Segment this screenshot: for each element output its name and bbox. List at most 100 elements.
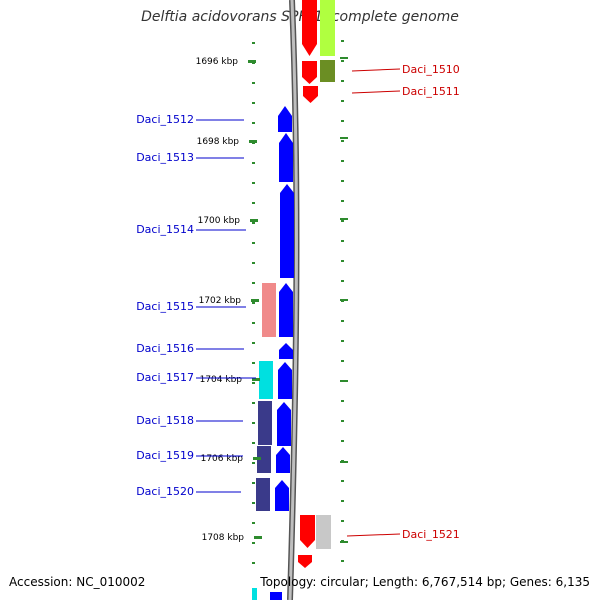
gene-labels: Daci_1512 Daci_1513 Daci_1514 Daci_1515 Daci… <box>136 63 460 541</box>
track-dot <box>252 402 255 404</box>
track-dot <box>341 340 344 342</box>
tick-mark <box>249 140 257 143</box>
track-dot <box>252 562 255 564</box>
tick-mark <box>254 536 262 539</box>
gene-label[interactable]: Daci_1510 <box>402 63 460 76</box>
gene-leader-line <box>346 533 401 537</box>
cog-bar-navy-2 <box>257 446 271 473</box>
track-dot <box>252 102 255 104</box>
tick-mark <box>250 219 258 222</box>
track-dot <box>252 522 255 524</box>
track-dot <box>341 480 344 482</box>
gene-arrow-reverse[interactable] <box>302 0 317 56</box>
gene-arrow-forward[interactable] <box>279 283 293 337</box>
track-dot <box>252 362 255 364</box>
gene-arrow-forward[interactable] <box>276 447 290 473</box>
track-dot <box>341 520 344 522</box>
track-dot <box>252 222 255 224</box>
genes-value: 6,135 <box>555 575 590 589</box>
cog-bar-navy-1 <box>258 401 272 445</box>
track-dot <box>341 500 344 502</box>
track-tick-right <box>340 137 348 139</box>
gene-label[interactable]: Daci_1521 <box>402 528 460 541</box>
gene-leader-line <box>351 68 401 72</box>
gene-label[interactable]: Daci_1517 <box>136 371 194 384</box>
track-dot <box>252 342 255 344</box>
track-dot <box>252 322 255 324</box>
track-dot <box>252 422 255 424</box>
gene-arrow-reverse[interactable] <box>302 61 317 84</box>
tick-mark <box>253 457 261 460</box>
track-dot <box>252 542 255 544</box>
tick-label: 1696 kbp <box>196 57 239 67</box>
gene-arrow-forward[interactable] <box>277 402 291 446</box>
track-dot <box>252 282 255 284</box>
position-ticks: 1696 kbp 1698 kbp 1700 kbp 1702 kbp 1704 kbp… <box>196 57 262 543</box>
gene-arrow-forward[interactable] <box>279 133 293 182</box>
tick-label: 1698 kbp <box>197 137 240 147</box>
track-tick-right <box>340 57 348 59</box>
cog-bar-lime <box>320 0 335 56</box>
track-dot <box>341 100 344 102</box>
cog-bar-cyan-small <box>252 588 257 600</box>
track-dot <box>252 382 255 384</box>
gene-label[interactable]: Daci_1520 <box>136 485 194 498</box>
track-dot <box>341 140 344 142</box>
tick-label: 1708 kbp <box>202 533 245 543</box>
track-dot <box>341 120 344 122</box>
gene-arrow-forward[interactable] <box>279 343 293 359</box>
accession-info: Accession: NC_010002 <box>9 575 145 589</box>
track-dot <box>252 482 255 484</box>
feature-track <box>252 0 335 600</box>
tick-label: 1706 kbp <box>201 454 244 464</box>
track-dot <box>341 360 344 362</box>
track-dot <box>341 80 344 82</box>
cog-bar-salmon <box>262 283 276 337</box>
topology-label: Topology: <box>260 575 317 589</box>
track-dot <box>252 82 255 84</box>
tick-mark <box>252 378 260 381</box>
track-dot <box>341 320 344 322</box>
genes-label: Genes: <box>509 575 552 589</box>
gene-label[interactable]: Daci_1514 <box>136 223 194 236</box>
genome-summary: Topology: circular; Length: 6,767,514 bp… <box>260 575 590 589</box>
length-label: Length: <box>372 575 419 589</box>
gene-label[interactable]: Daci_1511 <box>402 85 460 98</box>
gene-label[interactable]: Daci_1515 <box>136 300 194 313</box>
track-dot <box>252 502 255 504</box>
tick-label: 1704 kbp <box>200 375 243 385</box>
gene-arrow-forward[interactable] <box>275 480 289 511</box>
track-dot <box>252 462 255 464</box>
gene-arrow-reverse[interactable] <box>303 86 318 103</box>
gene-label[interactable]: Daci_1512 <box>136 113 194 126</box>
track-tick-right <box>340 461 348 463</box>
track-dot <box>341 220 344 222</box>
track-tick-right <box>340 218 348 220</box>
gene-label[interactable]: Daci_1518 <box>136 414 194 427</box>
track-dot <box>341 200 344 202</box>
track-dot <box>341 40 344 42</box>
track-dot <box>252 302 255 304</box>
track-dot <box>341 180 344 182</box>
track-dot <box>341 420 344 422</box>
gene-arrow-reverse[interactable] <box>298 555 312 568</box>
accession-label: Accession: <box>9 575 73 589</box>
cog-bar-olive <box>320 60 335 82</box>
gene-arrow-reverse[interactable] <box>300 515 315 548</box>
gene-label[interactable]: Daci_1513 <box>136 151 194 164</box>
tick-label: 1702 kbp <box>199 296 242 306</box>
track-tick-right <box>340 299 348 301</box>
gene-label[interactable]: Daci_1519 <box>136 449 194 462</box>
tick-mark <box>251 299 259 302</box>
gene-arrow-forward[interactable] <box>278 106 292 132</box>
gene-label[interactable]: Daci_1516 <box>136 342 194 355</box>
track-dot <box>252 202 255 204</box>
track-dot <box>252 42 255 44</box>
track-dot <box>341 280 344 282</box>
accession-value: NC_010002 <box>76 575 146 589</box>
gene-arrow-forward[interactable] <box>278 362 292 399</box>
track-dot <box>252 122 255 124</box>
track-tick-right <box>340 380 348 382</box>
gene-arrow-forward[interactable] <box>280 184 294 278</box>
